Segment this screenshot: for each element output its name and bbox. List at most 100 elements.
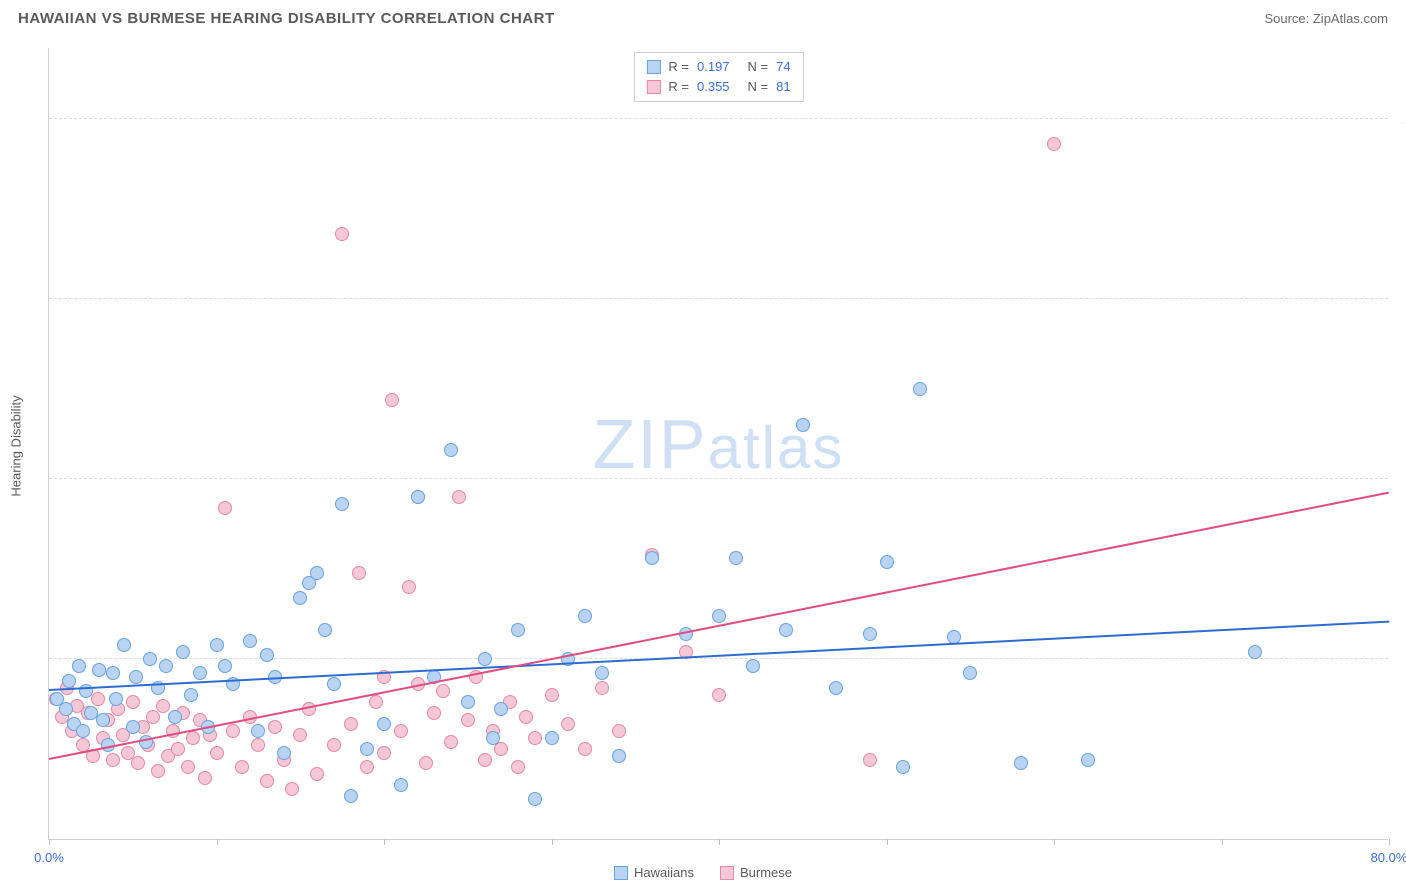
x-tick [1054,839,1055,845]
stat-r-label: R = [668,77,689,97]
legend: Hawaiians Burmese [614,865,792,880]
data-point [452,490,466,504]
data-point [318,623,332,637]
stat-n-label: N = [748,77,769,97]
data-point [251,724,265,738]
plot-area: ZIPatlas R =0.197N =74R =0.355N =81 5.0%… [48,48,1388,840]
data-point [528,731,542,745]
data-point [561,717,575,731]
data-point [486,731,500,745]
stats-box: R =0.197N =74R =0.355N =81 [633,52,803,102]
data-point [117,638,131,652]
data-point [963,666,977,680]
title-row: HAWAIIAN VS BURMESE HEARING DISABILITY C… [0,0,1406,31]
stat-n-value: 81 [776,77,790,97]
swatch [646,80,660,94]
data-point [444,443,458,457]
source-label: Source: ZipAtlas.com [1264,11,1388,26]
data-point [106,666,120,680]
gridline [49,658,1388,659]
data-point [181,760,195,774]
data-point [913,382,927,396]
data-point [260,648,274,662]
data-point [293,728,307,742]
x-tick [1389,839,1390,845]
data-point [226,724,240,738]
legend-item: Burmese [720,865,792,880]
data-point [729,551,743,565]
x-tick-label: 0.0% [34,850,64,865]
data-point [578,742,592,756]
x-tick [217,839,218,845]
data-point [612,749,626,763]
data-point [419,756,433,770]
data-point [92,663,106,677]
data-point [595,666,609,680]
data-point [243,634,257,648]
data-point [143,652,157,666]
data-point [712,609,726,623]
data-point [779,623,793,637]
data-point [595,681,609,695]
legend-label: Hawaiians [634,865,694,880]
data-point [478,753,492,767]
data-point [327,677,341,691]
data-point [344,717,358,731]
data-point [126,720,140,734]
data-point [377,746,391,760]
data-point [184,688,198,702]
data-point [159,659,173,673]
data-point [62,674,76,688]
data-point [394,724,408,738]
data-point [511,623,525,637]
data-point [285,782,299,796]
data-point [461,713,475,727]
legend-label: Burmese [740,865,792,880]
trend-line [49,491,1389,759]
data-point [235,760,249,774]
data-point [171,742,185,756]
data-point [210,746,224,760]
data-point [712,688,726,702]
data-point [1014,756,1028,770]
data-point [131,756,145,770]
x-tick [719,839,720,845]
data-point [427,706,441,720]
data-point [277,746,291,760]
swatch [614,866,628,880]
data-point [186,731,200,745]
data-point [327,738,341,752]
data-point [796,418,810,432]
data-point [896,760,910,774]
data-point [109,692,123,706]
x-tick-label: 80.0% [1371,850,1406,865]
swatch [646,60,660,74]
data-point [72,659,86,673]
data-point [377,717,391,731]
chart-title: HAWAIIAN VS BURMESE HEARING DISABILITY C… [18,10,555,27]
data-point [1047,137,1061,151]
x-tick [384,839,385,845]
data-point [156,699,170,713]
watermark-rest: atlas [708,414,845,481]
data-point [1248,645,1262,659]
data-point [76,724,90,738]
data-point [402,580,416,594]
data-point [335,227,349,241]
gridline [49,298,1388,299]
data-point [578,609,592,623]
data-point [210,638,224,652]
data-point [411,490,425,504]
x-tick [552,839,553,845]
data-point [545,688,559,702]
chart: ZIPatlas R =0.197N =74R =0.355N =81 5.0%… [48,48,1388,840]
trend-line [49,621,1389,691]
data-point [218,501,232,515]
data-point [545,731,559,745]
data-point [335,497,349,511]
swatch [720,866,734,880]
gridline [49,478,1388,479]
data-point [146,710,160,724]
stat-n-label: N = [748,57,769,77]
data-point [528,792,542,806]
